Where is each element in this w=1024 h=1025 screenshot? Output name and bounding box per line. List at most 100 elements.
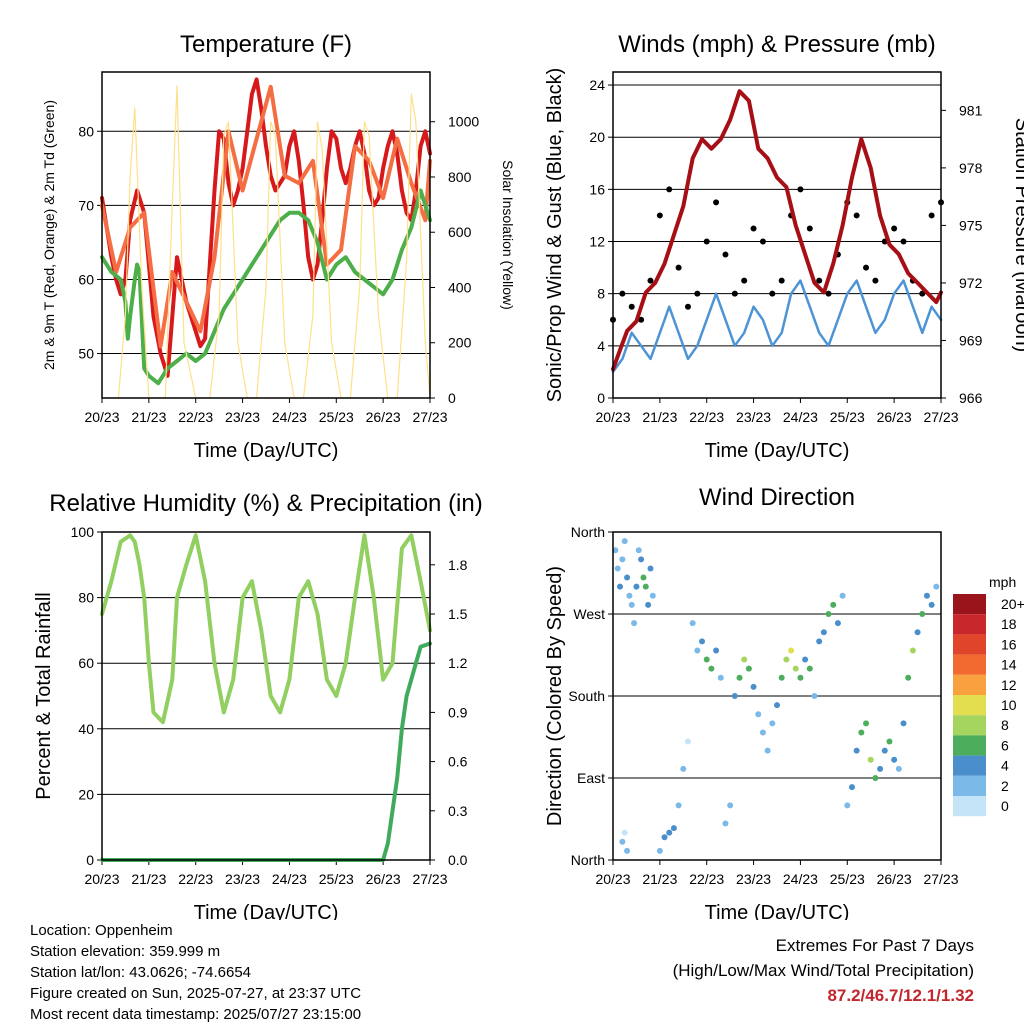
- direction-point: [830, 601, 837, 608]
- gust-point: [694, 290, 701, 297]
- x-tick-label: 25/23: [319, 871, 354, 887]
- x-tick-label: 26/23: [877, 871, 912, 887]
- direction-point: [844, 802, 851, 809]
- direction-point: [680, 765, 687, 772]
- y-tick-label: North: [571, 852, 605, 868]
- direction-point: [769, 720, 776, 727]
- direction-point: [891, 756, 898, 763]
- gust-point: [928, 212, 935, 219]
- gust-point: [703, 238, 710, 245]
- direction-point: [624, 574, 631, 581]
- created-text: Figure created on Sun, 2025-07-27, at 23…: [30, 985, 362, 1002]
- y-tick-label: 4: [597, 338, 605, 354]
- x-tick-label: 25/23: [830, 871, 865, 887]
- direction-point: [900, 720, 907, 727]
- y-right-tick-label: 1000: [448, 114, 479, 130]
- direction-point: [928, 601, 935, 608]
- legend-swatch: [953, 674, 986, 695]
- direction-point: [783, 656, 790, 663]
- y-right-tick-label: 969: [959, 332, 983, 348]
- gust-point: [638, 316, 645, 323]
- gust-point: [666, 186, 673, 193]
- wind-line: [611, 279, 943, 374]
- y-tick-label: 20: [589, 129, 605, 145]
- direction-point: [722, 820, 729, 827]
- y-tick-label: 100: [71, 524, 95, 540]
- direction-point: [703, 656, 710, 663]
- x-tick-label: 20/23: [595, 409, 630, 425]
- x-tick-label: 23/23: [225, 871, 260, 887]
- y-right-tick-label: 981: [959, 102, 983, 118]
- y-right-tick-label: 1.5: [448, 606, 468, 622]
- station-pressure-line: [611, 89, 943, 372]
- y-right-tick-label: 966: [959, 390, 983, 406]
- x-tick-label: 21/23: [642, 871, 677, 887]
- legend-swatch: [953, 715, 986, 736]
- gust-point: [647, 277, 654, 284]
- y-axis-label: Percent & Total Rainfall: [33, 592, 55, 800]
- direction-point: [689, 620, 696, 627]
- direction-point: [919, 611, 926, 617]
- y-tick-label: 0: [597, 390, 605, 406]
- gust-point: [778, 277, 785, 284]
- direction-point: [820, 629, 827, 636]
- gust-point: [722, 251, 729, 258]
- y-axis-label: 2m & 9m T (Red, Orange) & 2m Td (Green): [41, 100, 57, 370]
- direction-point: [624, 847, 631, 854]
- legend-label: 16: [1001, 636, 1017, 652]
- legend-label: 18: [1001, 616, 1017, 632]
- gust-point: [797, 186, 804, 193]
- direction-point: [863, 720, 870, 727]
- y-tick-label: 80: [78, 590, 94, 606]
- direction-point: [909, 647, 916, 654]
- direction-point: [713, 647, 720, 654]
- gust-point: [853, 212, 860, 219]
- legend-label: 8: [1001, 717, 1009, 733]
- legend-title: mph: [989, 574, 1016, 590]
- legend-swatch: [953, 775, 986, 796]
- direction-point: [858, 729, 865, 736]
- gust-point: [919, 290, 926, 297]
- gust-point: [806, 225, 813, 232]
- direction-point: [612, 547, 619, 554]
- legend-swatch: [953, 634, 986, 655]
- direction-point: [764, 747, 771, 754]
- gust-point: [816, 277, 823, 284]
- y-right-tick-label: 972: [959, 275, 983, 291]
- legend-swatch: [953, 654, 986, 675]
- direction-point: [741, 656, 748, 663]
- y-tick-label: 8: [597, 286, 605, 302]
- direction-point: [656, 847, 663, 854]
- gust-point: [619, 290, 626, 297]
- legend-label: 4: [1001, 758, 1009, 774]
- plot-frame: [101, 71, 431, 399]
- direction-point: [614, 565, 621, 572]
- direction-point: [895, 765, 902, 772]
- chart-title: Wind Direction: [699, 484, 855, 511]
- legend-label: 20+: [1001, 596, 1024, 612]
- y-tick-label: 70: [78, 197, 94, 213]
- legend-swatch: [953, 796, 986, 817]
- direction-point: [617, 583, 624, 590]
- legend-swatch: [953, 735, 986, 756]
- x-tick-label: 24/23: [272, 409, 307, 425]
- y-right-tick-label: 1.8: [448, 557, 468, 573]
- chart-title: Winds (mph) & Pressure (mb): [618, 31, 935, 58]
- direction-point: [647, 565, 654, 572]
- x-tick-label: 20/23: [84, 871, 119, 887]
- y-right-tick-label: 978: [959, 160, 983, 176]
- y-right-tick-label: 975: [959, 217, 983, 233]
- direction-point: [631, 620, 638, 627]
- direction-point: [867, 756, 874, 763]
- extremes-subtitle: (High/Low/Max Wind/Total Precipitation): [672, 961, 974, 980]
- direction-point: [853, 747, 860, 754]
- relative-humidity-line: [100, 533, 432, 725]
- y-axis-label: Sonic/Prop Wind & Gust (Blue, Black): [544, 68, 566, 403]
- x-tick-label: 24/23: [272, 871, 307, 887]
- direction-point: [886, 738, 893, 745]
- direction-point: [792, 665, 799, 672]
- x-tick-label: 25/23: [319, 409, 354, 425]
- x-tick-label: 27/23: [412, 871, 447, 887]
- x-tick-label: 27/23: [923, 409, 958, 425]
- gust-point: [769, 290, 776, 297]
